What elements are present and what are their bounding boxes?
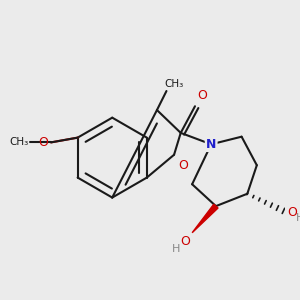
Text: O: O <box>287 206 297 219</box>
Text: O: O <box>197 89 207 102</box>
Text: H: H <box>172 244 181 254</box>
Text: O: O <box>38 136 48 149</box>
Polygon shape <box>192 204 218 233</box>
Text: CH₃: CH₃ <box>9 137 28 147</box>
Text: O: O <box>178 159 188 172</box>
Text: CH₃: CH₃ <box>165 79 184 89</box>
Text: H: H <box>296 214 300 224</box>
Text: N: N <box>206 138 216 151</box>
Text: O: O <box>180 235 190 248</box>
